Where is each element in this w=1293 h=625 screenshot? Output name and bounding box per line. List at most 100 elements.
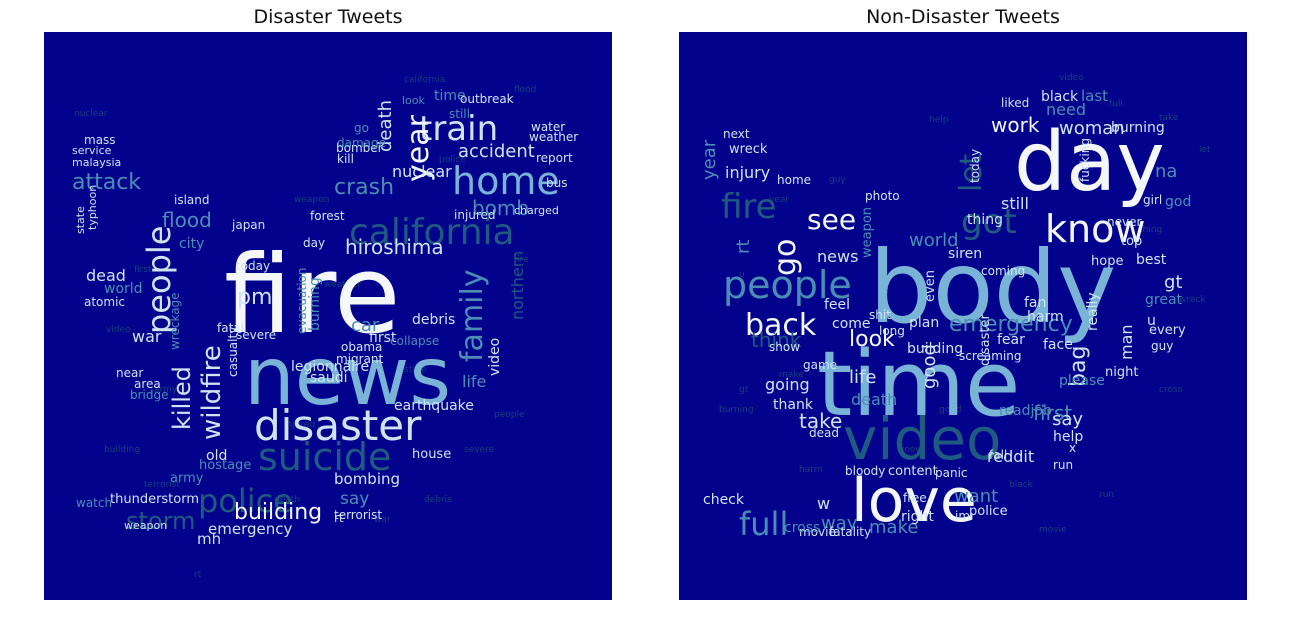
wordcloud-filler-word: burning <box>719 405 754 415</box>
panel-title-non-disaster: Non-Disaster Tweets <box>866 6 1060 28</box>
wordcloud-filler-word: debris <box>424 495 452 505</box>
wordcloud-word: best <box>1136 252 1167 268</box>
wordcloud-filler-word: take <box>1159 113 1179 123</box>
wordcloud-word: bus <box>546 176 567 190</box>
wordcloud-word: face <box>1043 337 1073 353</box>
wordcloud-word: wreckage <box>168 292 182 350</box>
wordcloud-non-disaster: video full take burning gt year help thing harm m… <box>679 32 1247 600</box>
wordcloud-word: family <box>455 269 490 362</box>
wordcloud-filler-word: full <box>1109 99 1123 109</box>
wordcloud-word: suicide <box>258 435 391 479</box>
wordcloud-filler-word: building <box>104 445 140 455</box>
wordcloud-word: siren <box>948 246 982 262</box>
wordcloud-filler-word: thing <box>1139 225 1162 235</box>
wordcloud-word: go <box>354 121 369 135</box>
wordcloud-word: fear <box>997 332 1025 348</box>
wordcloud-word: fatality <box>829 525 871 539</box>
wordcloud-word: year <box>401 114 436 182</box>
wordcloud-word: injury <box>725 163 770 182</box>
wordcloud-filler-word: flood <box>514 85 536 95</box>
wordcloud-word: rt <box>733 240 754 254</box>
wordcloud-word: outbreak <box>460 92 514 106</box>
wordcloud-word: damage <box>337 136 386 150</box>
wordcloud-word: burning <box>307 277 323 331</box>
wordcloud-word: area <box>134 377 161 391</box>
wordcloud-word: even <box>923 270 938 302</box>
wordcloud-word: every <box>1149 323 1186 338</box>
wordcloud-filler-word: year <box>769 195 789 205</box>
wordcloud-word: please <box>1059 373 1105 389</box>
wordcloud-word: thank <box>773 397 814 413</box>
wordcloud-word: migrant <box>336 352 384 366</box>
wordcloud-filler-word: rt <box>194 570 202 580</box>
wordcloud-word: day <box>1014 115 1165 210</box>
wordcloud-word: california <box>349 212 515 253</box>
wordcloud-word: dead <box>86 266 126 285</box>
wordcloud-filler-word: make <box>779 370 804 380</box>
wordcloud-word: way <box>821 513 858 534</box>
wordcloud-word: hope <box>1091 254 1123 269</box>
wordcloud-word: video <box>843 405 1001 473</box>
wordcloud-word: u <box>1147 313 1156 329</box>
wordcloud-filler-word: black <box>1009 480 1034 490</box>
wordcloud-word: service <box>72 144 112 157</box>
wordcloud-word: got <box>961 202 1017 242</box>
wordcloud-word: army <box>170 471 204 486</box>
wordcloud-disaster: california police flood nuclear video first we… <box>44 32 612 600</box>
wordcloud-word: see <box>807 203 856 236</box>
wordcloud-word: time <box>434 88 466 104</box>
wordcloud-filler-word: movie <box>1039 525 1067 535</box>
wordcloud-word: home <box>777 173 811 187</box>
wordcloud-word: accident <box>458 141 535 162</box>
wordcloud-word: japan <box>231 218 265 232</box>
wordcloud-filler-word: gt <box>739 385 749 395</box>
wordcloud-word: great <box>1145 292 1183 308</box>
wordcloud-filler-word: know <box>899 445 923 455</box>
wordcloud-word: fan <box>1024 295 1046 311</box>
wordcloud-word: fucking <box>1078 138 1092 182</box>
wordcloud-word: liked <box>1001 96 1029 110</box>
wordcloud-word: world <box>909 230 959 251</box>
wordcloud-filler-word: video <box>106 325 131 335</box>
wordcloud-word: debris <box>412 312 455 328</box>
wordcloud-filler-word: people <box>494 410 525 420</box>
wordcloud-filler-word: death <box>274 495 300 505</box>
wordcloud-word: go <box>768 239 803 276</box>
wordcloud-word: legionnaire <box>291 359 369 375</box>
wordcloud-filler-word: let <box>1199 145 1211 155</box>
wordcloud-word: hostage <box>199 458 251 473</box>
wordcloud-word: kill <box>337 152 354 166</box>
wordcloud-word: check <box>703 492 745 508</box>
wordcloud-word: reddit <box>987 447 1034 466</box>
wordcloud-word: readjob <box>999 403 1052 419</box>
wordcloud-word: terrorist <box>334 508 382 522</box>
wordcloud-filler-word: weapon <box>294 195 329 205</box>
wordcloud-word: know <box>1045 207 1145 251</box>
wordcloud-word: home <box>452 159 560 203</box>
wordcloud-word: video <box>487 338 503 376</box>
wordcloud-word: death <box>375 100 396 152</box>
wordcloud-word: war <box>132 327 162 346</box>
wordcloud-word: casualty <box>226 327 240 377</box>
wordcloud-word: look <box>402 94 426 107</box>
wordcloud-word: weather <box>529 130 578 144</box>
wordcloud-word: weapon <box>124 519 167 532</box>
wordcloud-disaster-words: california police flood nuclear video first we… <box>72 75 578 580</box>
wordcloud-word: train <box>419 109 498 149</box>
wordcloud-word: never <box>1107 215 1141 229</box>
wordcloud-word: report <box>536 151 573 165</box>
wordcloud-word: night <box>1105 365 1138 380</box>
wordcloud-word: year <box>699 139 720 180</box>
wordcloud-filler-word: first <box>134 265 152 275</box>
wordcloud-word: building <box>234 500 322 525</box>
wordcloud-filler-word: fire <box>514 255 529 265</box>
wordcloud-word: injured <box>454 208 496 222</box>
wordcloud-word: say <box>340 489 369 509</box>
wordcloud-word: people <box>140 226 178 334</box>
wordcloud-word: feel <box>824 297 850 313</box>
wordcloud-word: im <box>955 509 970 523</box>
wordcloud-word: storm <box>126 507 195 535</box>
wordcloud-filler-word: police <box>439 155 466 165</box>
wordcloud-word: harm <box>1027 309 1064 325</box>
wordcloud-filler-word: terrorist <box>144 480 181 490</box>
